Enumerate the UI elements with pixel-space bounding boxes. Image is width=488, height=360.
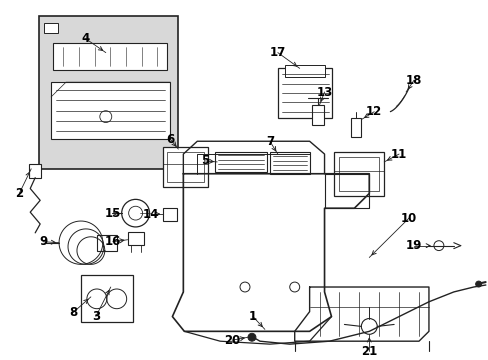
Bar <box>53 43 167 70</box>
Bar <box>277 68 332 118</box>
Bar <box>269 152 309 174</box>
Text: 13: 13 <box>316 86 332 99</box>
Text: 2: 2 <box>15 187 23 200</box>
Text: 20: 20 <box>224 334 240 347</box>
Bar <box>163 208 177 221</box>
Text: 8: 8 <box>69 306 77 319</box>
Text: 14: 14 <box>142 208 159 221</box>
Text: 6: 6 <box>166 133 174 146</box>
Bar <box>127 232 143 245</box>
Bar <box>97 235 117 251</box>
Text: 15: 15 <box>104 207 121 220</box>
Text: 10: 10 <box>400 212 416 225</box>
Bar <box>334 152 384 197</box>
Circle shape <box>247 333 255 341</box>
Bar <box>284 66 324 77</box>
Text: 21: 21 <box>361 345 377 357</box>
Text: 12: 12 <box>366 105 382 118</box>
Bar <box>39 16 178 169</box>
Bar <box>215 152 266 172</box>
Text: 4: 4 <box>81 32 90 45</box>
Text: 11: 11 <box>390 148 407 161</box>
Text: 7: 7 <box>265 135 273 148</box>
Text: 3: 3 <box>92 310 100 323</box>
Bar <box>44 23 58 33</box>
Text: 5: 5 <box>201 154 209 167</box>
Circle shape <box>475 281 481 287</box>
Text: 19: 19 <box>405 239 421 252</box>
Text: 1: 1 <box>248 310 257 323</box>
Bar <box>339 157 379 192</box>
Bar <box>311 105 323 125</box>
Bar <box>163 147 208 186</box>
Bar <box>167 152 204 182</box>
Bar <box>81 275 132 323</box>
Text: 9: 9 <box>39 235 47 248</box>
Text: 18: 18 <box>405 74 421 87</box>
Bar <box>351 118 361 137</box>
Text: 16: 16 <box>104 235 121 248</box>
Text: 17: 17 <box>269 46 285 59</box>
Bar <box>51 82 170 139</box>
Bar <box>29 164 41 178</box>
